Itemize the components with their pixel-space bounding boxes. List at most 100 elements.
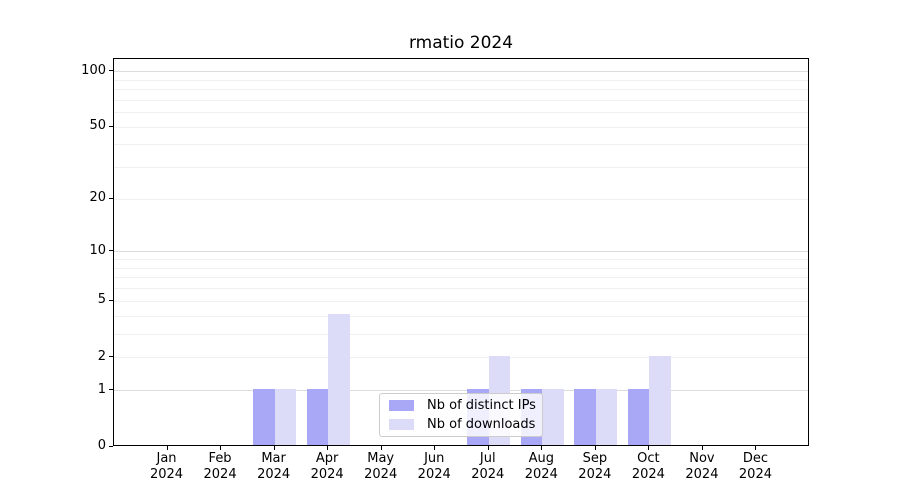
x-axis-tick	[594, 446, 596, 450]
x-axis-tick-label: Aug 2024	[501, 451, 581, 483]
x-axis-tick	[755, 446, 757, 450]
x-axis-tick-label-month: Nov	[689, 451, 715, 466]
x-axis-tick-label-month: Apr	[315, 451, 339, 466]
x-axis-tick	[434, 446, 436, 450]
legend-item-downloads: Nb of downloads	[380, 415, 542, 433]
x-axis-tick-label: Mar 2024	[234, 451, 314, 483]
x-axis-tick	[701, 446, 703, 450]
gridline-minor	[114, 89, 808, 91]
gridline-minor	[114, 167, 808, 169]
gridline-minor	[114, 126, 808, 128]
gridline-minor	[114, 99, 808, 101]
x-axis-tick-label-year: 2024	[524, 467, 558, 482]
y-axis-tick-label: 1	[97, 381, 106, 397]
y-axis-tick	[109, 356, 113, 358]
bar-distinct-ips-sep	[574, 388, 596, 445]
x-axis-tick-label-year: 2024	[257, 467, 291, 482]
bar-distinct-ips-oct	[627, 388, 650, 445]
bar-downloads-sep	[595, 388, 618, 445]
x-axis-tick-label-month: Mar	[261, 451, 286, 466]
plot-area: Nb of distinct IPs Nb of downloads	[113, 58, 809, 446]
x-axis-tick-label: Dec 2024	[715, 451, 795, 483]
gridline-minor	[114, 288, 808, 290]
x-axis-tick-label: Jun 2024	[394, 451, 474, 483]
gridline-minor	[114, 357, 808, 359]
x-axis-tick-label: Jan 2024	[127, 451, 207, 483]
y-axis-tick	[109, 70, 113, 72]
x-axis-tick-label: Sep 2024	[555, 451, 635, 483]
x-axis-tick-label: Oct 2024	[608, 451, 688, 483]
y-axis-tick-label: 2	[97, 348, 106, 364]
x-axis-tick-label-month: Jun	[424, 451, 445, 466]
y-axis-tick-label: 5	[97, 292, 106, 308]
y-axis-tick	[109, 389, 113, 391]
legend-swatch-distinct-ips	[389, 400, 414, 412]
y-axis-tick-label: 20	[89, 190, 106, 206]
x-axis-tick-label-month: May	[367, 451, 395, 466]
x-axis-tick	[487, 446, 489, 450]
bar-downloads-apr	[328, 314, 350, 445]
x-axis-tick-label-month: Jul	[479, 451, 496, 466]
x-axis-tick-label-year: 2024	[578, 467, 612, 482]
y-axis-tick	[109, 125, 113, 127]
chart-title: rmatio 2024	[408, 33, 514, 53]
x-axis-tick-label-year: 2024	[471, 467, 505, 482]
y-axis-tick-label: 50	[89, 118, 106, 134]
gridline-major	[114, 390, 808, 392]
x-axis-tick-label-year: 2024	[149, 467, 184, 482]
x-axis-tick-label-year: 2024	[203, 467, 237, 482]
x-axis-tick-label-month: Jan	[156, 451, 177, 466]
gridline-major	[114, 251, 808, 253]
bar-distinct-ips-mar	[253, 388, 275, 445]
x-axis-tick-label-month: Dec	[742, 451, 769, 466]
x-axis-tick-label: Jul 2024	[448, 451, 528, 483]
x-axis-tick	[541, 446, 543, 450]
x-axis-tick-label-year: 2024	[310, 467, 344, 482]
gridline-minor	[114, 300, 808, 302]
y-axis-tick-label: 10	[89, 242, 106, 258]
bar-downloads-aug	[542, 388, 564, 445]
x-axis-tick-label: Feb 2024	[180, 451, 260, 483]
x-axis-tick-label: Apr 2024	[287, 451, 367, 483]
gridline-major	[114, 71, 808, 73]
y-axis-tick	[109, 445, 113, 447]
x-axis-tick-label-month: Aug	[528, 451, 554, 466]
x-axis-tick	[220, 446, 222, 450]
x-axis-tick	[166, 446, 168, 450]
gridline-minor	[114, 112, 808, 114]
x-axis-tick	[380, 446, 382, 450]
x-axis-tick-label-year: 2024	[738, 467, 772, 482]
gridline-minor	[114, 277, 808, 279]
y-axis-tick	[109, 250, 113, 252]
x-axis-tick	[273, 446, 275, 450]
y-axis-tick	[109, 197, 113, 199]
gridline-minor	[114, 333, 808, 335]
gridline-minor	[114, 315, 808, 317]
bar-downloads-mar	[274, 388, 297, 445]
legend-label-distinct-ips: Nb of distinct IPs	[427, 398, 536, 414]
y-axis-tick-label: 100	[81, 62, 106, 78]
y-axis-tick-label: 0	[97, 438, 106, 453]
x-axis-tick-label-month: Oct	[637, 451, 660, 466]
gridline-minor	[114, 144, 808, 146]
x-axis-tick-label: May 2024	[341, 451, 421, 483]
gridline-minor	[114, 259, 808, 261]
bar-downloads-oct	[649, 355, 671, 445]
legend: Nb of distinct IPs Nb of downloads	[379, 393, 543, 437]
x-axis-tick-label-year: 2024	[631, 467, 665, 482]
x-axis-tick-label-year: 2024	[364, 467, 398, 482]
gridline-minor	[114, 198, 808, 200]
legend-item-distinct-ips: Nb of distinct IPs	[380, 397, 542, 415]
x-axis-tick	[327, 446, 329, 450]
x-axis-tick	[648, 446, 650, 450]
legend-label-downloads: Nb of downloads	[427, 416, 536, 432]
x-axis-tick-label-month: Sep	[582, 451, 608, 466]
gridline-minor	[114, 79, 808, 81]
x-axis-tick-label-year: 2024	[417, 467, 451, 482]
gridline-minor	[114, 267, 808, 269]
x-axis-tick-label-month: Feb	[208, 451, 232, 466]
x-axis-tick-label-year: 2024	[685, 467, 719, 482]
legend-swatch-downloads	[389, 418, 414, 430]
x-axis-tick-label: Nov 2024	[662, 451, 742, 483]
